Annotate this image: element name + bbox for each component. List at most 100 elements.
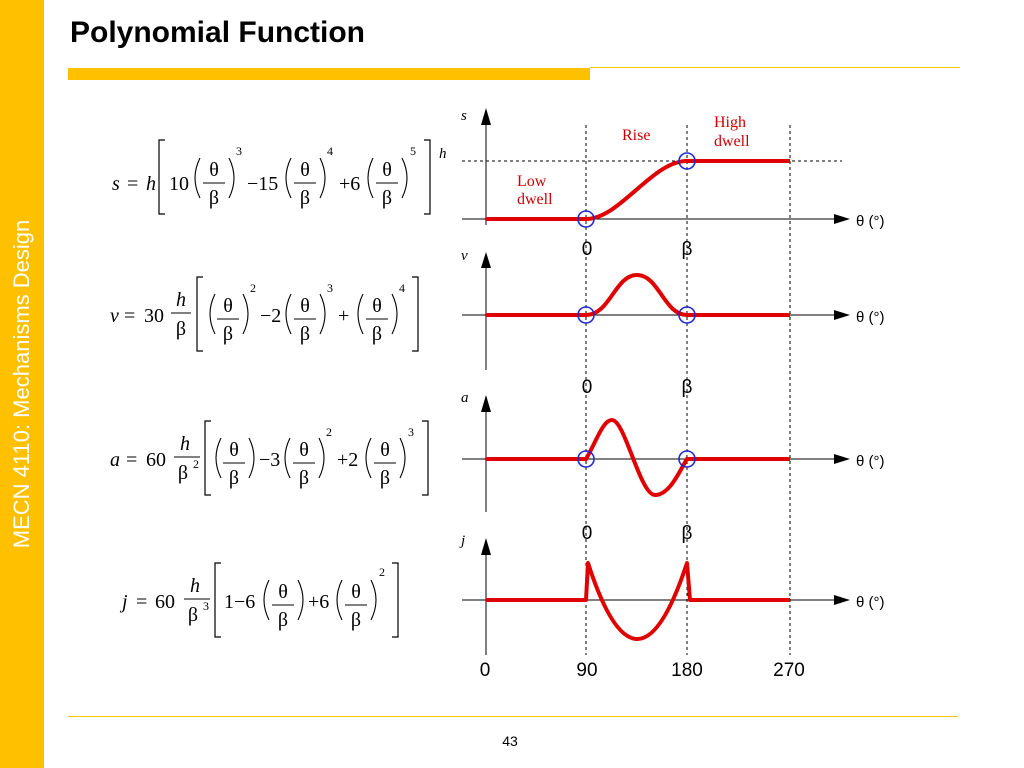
eq-j-beta-exp: 3 bbox=[203, 599, 209, 613]
eq-v-plus: + bbox=[338, 305, 349, 327]
eq-j-paren-1l bbox=[263, 579, 270, 621]
eq-j-one: 1 bbox=[224, 591, 234, 613]
plot-a-marker-end bbox=[678, 450, 696, 468]
eq-s-coef-6: +6 bbox=[339, 173, 360, 195]
plot-s-low-1: Low bbox=[517, 173, 547, 190]
eq-a-equals: = bbox=[126, 449, 137, 471]
eq-s-paren-2r bbox=[319, 157, 326, 199]
eq-a-beta-3: β bbox=[380, 467, 390, 489]
plot-s: s h θ (°) Low dwell Rise High dwell 0 β bbox=[439, 108, 885, 260]
plot-s-mark-0: 0 bbox=[582, 239, 593, 260]
plot-a-marker-start bbox=[577, 450, 595, 468]
eq-s-theta-2: θ bbox=[300, 159, 310, 181]
eq-j-theta-1: θ bbox=[278, 581, 288, 603]
plot-s-high-1: High bbox=[714, 114, 746, 131]
plot-a-mark-beta: β bbox=[682, 523, 693, 544]
eq-v-paren-1r bbox=[242, 293, 249, 335]
eq-j-bracket-right bbox=[391, 562, 399, 638]
eq-s-theta-1: θ bbox=[209, 159, 219, 181]
plot-v-y-arrow bbox=[481, 252, 491, 268]
plot-s-ylabel: s bbox=[461, 108, 467, 124]
plot-a-mark-0: 0 bbox=[582, 523, 593, 544]
eq-s-h: h bbox=[146, 173, 156, 195]
eq-s-paren-1l bbox=[194, 157, 201, 199]
eq-j-coef-60: 60 bbox=[155, 591, 175, 613]
eq-j-equals: = bbox=[136, 591, 147, 613]
eq-v-theta-2: θ bbox=[300, 295, 310, 317]
plot-v-mark-0: 0 bbox=[582, 377, 593, 398]
eq-j-coef-6b: +6 bbox=[308, 591, 329, 613]
eq-v-theta-1: θ bbox=[223, 295, 233, 317]
eq-a-theta-3: θ bbox=[380, 439, 390, 461]
eq-v-paren-3l bbox=[357, 293, 364, 335]
plot-s-low-2: dwell bbox=[517, 191, 553, 208]
eq-v-bracket-left bbox=[196, 276, 204, 352]
eq-a-coef-2: +2 bbox=[337, 449, 358, 471]
eq-s-lhs: s bbox=[112, 173, 120, 195]
plot-s-curve bbox=[486, 159, 790, 221]
plot-s-marker-start bbox=[577, 210, 595, 228]
reference-lines bbox=[585, 125, 791, 655]
plot-s-high-2: dwell bbox=[714, 133, 750, 150]
eq-v-paren-2r bbox=[319, 293, 326, 335]
eq-a-lhs: a bbox=[110, 449, 120, 471]
eq-a-paren-1r bbox=[248, 437, 255, 479]
title-underline-thin bbox=[590, 67, 960, 68]
plot-a: a θ (°) 0 β bbox=[461, 390, 885, 544]
eq-a-paren-2r bbox=[318, 437, 325, 479]
plot-a-axis-label: θ (°) bbox=[856, 453, 885, 470]
plot-j-y-arrow bbox=[481, 538, 491, 555]
equation-a: a = 60 h β 2 θ β −3 θ β 2 +2 θ β 3 bbox=[110, 420, 429, 496]
eq-a-beta-den: β bbox=[178, 462, 188, 484]
plot-j: j θ (°) 0 90 180 270 bbox=[459, 533, 885, 681]
eq-v-coef-30: 30 bbox=[144, 305, 164, 327]
plot-v-mark-beta: β bbox=[682, 377, 693, 398]
eq-a-beta-1: β bbox=[229, 467, 239, 489]
eq-v-lhs: v bbox=[110, 305, 119, 327]
eq-v-exp-4: 4 bbox=[399, 281, 405, 295]
eq-s-coef-15: −15 bbox=[247, 173, 278, 195]
plot-v-marker-start bbox=[577, 306, 595, 324]
eq-s-bracket-right bbox=[423, 139, 431, 215]
plot-j-tick-0: 0 bbox=[480, 660, 491, 681]
eq-s-paren-1r bbox=[228, 157, 235, 199]
eq-v-exp-3: 3 bbox=[327, 281, 333, 295]
equation-j: j = 60 h β 3 1 −6 θ β +6 θ β 2 bbox=[119, 562, 399, 638]
plot-j-ylabel: j bbox=[459, 533, 465, 549]
eq-j-beta-den: β bbox=[188, 604, 198, 626]
plot-s-mark-beta: β bbox=[682, 239, 693, 260]
eq-a-bracket-left bbox=[204, 420, 212, 496]
plot-s-axis-label: θ (°) bbox=[856, 213, 885, 230]
eq-v-theta-3: θ bbox=[372, 295, 382, 317]
plot-v: v θ (°) 0 β bbox=[461, 248, 885, 398]
eq-a-beta-2: β bbox=[299, 467, 309, 489]
plot-v-x-arrow bbox=[834, 310, 850, 320]
eq-j-bracket-left bbox=[214, 562, 222, 638]
eq-v-paren-2l bbox=[285, 293, 292, 335]
equation-v: v = 30 h β θ β 2 −2 θ β 3 + θ β 4 bbox=[110, 276, 419, 352]
eq-j-beta-2: β bbox=[351, 609, 361, 631]
plot-j-tick-90: 90 bbox=[576, 660, 597, 681]
eq-j-exp-2: 2 bbox=[379, 565, 385, 579]
eq-s-beta-2: β bbox=[300, 187, 310, 209]
eq-v-paren-3r bbox=[391, 293, 398, 335]
eq-a-coef-60: 60 bbox=[146, 449, 166, 471]
plot-s-rise: Rise bbox=[622, 127, 650, 144]
eq-a-bracket-right bbox=[421, 420, 429, 496]
eq-v-h: h bbox=[176, 289, 186, 311]
eq-a-exp-3: 3 bbox=[408, 425, 414, 439]
eq-j-coef-6a: −6 bbox=[234, 591, 255, 613]
plot-j-axis-label: θ (°) bbox=[856, 594, 885, 611]
eq-s-bracket-left bbox=[158, 139, 166, 215]
eq-j-paren-2l bbox=[336, 579, 343, 621]
plot-j-curve bbox=[486, 561, 790, 641]
eq-s-coef-10: 10 bbox=[169, 173, 189, 195]
plot-j-tick-180: 180 bbox=[671, 660, 703, 681]
eq-s-exp-5: 5 bbox=[410, 144, 416, 158]
slide-title: Polynomial Function bbox=[70, 16, 366, 49]
eq-a-theta-2: θ bbox=[299, 439, 309, 461]
eq-a-h: h bbox=[180, 433, 190, 455]
plot-s-marker-end bbox=[678, 152, 696, 170]
eq-a-theta-1: θ bbox=[229, 439, 239, 461]
eq-s-theta-3: θ bbox=[382, 159, 392, 181]
